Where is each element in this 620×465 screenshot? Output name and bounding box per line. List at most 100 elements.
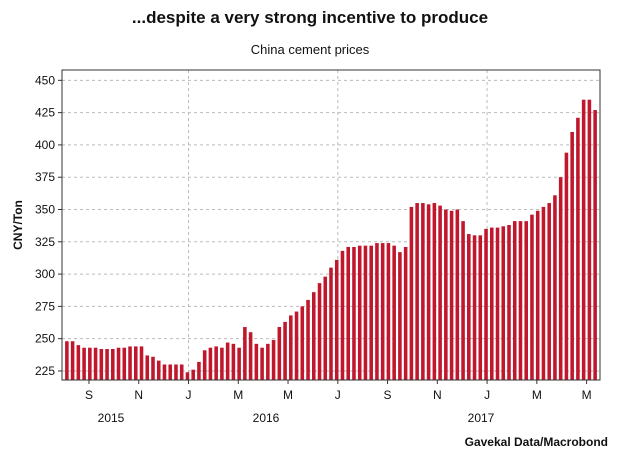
y-axis-label: CNY/Ton [11,200,25,250]
y-tick-label: 425 [35,106,55,120]
plot-frame [61,69,601,381]
x-year-label: 2017 [468,411,495,425]
y-tick-label: 250 [35,332,55,346]
bar [409,206,414,380]
bar [306,299,310,380]
bar [553,195,557,380]
bar [380,243,385,380]
x-year-label: 2015 [98,411,125,425]
bar [122,347,127,380]
bar [82,347,86,380]
y-tick-label: 375 [35,170,55,184]
bar [214,346,218,380]
bar [547,203,551,380]
bar [334,259,339,380]
bar [541,206,546,380]
bar [300,306,305,380]
bar [128,346,132,380]
bar [375,243,379,380]
x-tick-label: J [335,388,341,402]
bar [271,339,276,380]
x-tick-label: S [384,388,392,402]
bar [283,321,287,380]
chart-title: ...despite a very strong incentive to pr… [131,8,489,27]
bar [524,221,529,380]
bar [254,343,259,380]
bar [484,228,488,380]
bar [576,117,580,381]
bar [289,315,293,380]
x-tick-label: M [532,388,542,402]
bar [225,342,230,380]
bar [512,221,517,380]
bar [294,311,299,380]
y-tick-label: 225 [35,364,55,378]
y-tick-label: 300 [35,267,55,281]
bar [145,355,150,380]
bar [489,227,494,380]
bar [191,369,195,380]
bar [455,209,460,380]
y-tick-label: 325 [35,235,55,249]
bar [111,349,115,380]
bar [151,356,155,380]
bar [88,347,92,380]
bar [329,267,333,380]
bar [581,99,586,380]
bar [323,276,328,380]
bar [432,203,437,380]
bar [495,227,500,380]
bar [593,110,597,381]
source-note: Gavekal Data/Macrobond [464,435,608,449]
y-tick-label: 350 [35,203,55,217]
bar [311,292,316,380]
bar [231,343,236,380]
bar [260,347,264,380]
bar [472,235,477,380]
bar [449,210,454,380]
bar [93,347,98,380]
bar [185,372,190,380]
bar [99,349,104,380]
y-tick-label: 275 [35,299,55,313]
x-tick-label: J [186,388,192,402]
bar [179,364,184,380]
bar [587,99,592,380]
bar [426,204,431,380]
bar [76,345,81,380]
x-tick-label: J [484,388,490,402]
bar [65,341,69,380]
bar [478,235,483,380]
bar [392,245,396,380]
bar [415,203,419,380]
bar [444,209,448,380]
bar [317,283,322,380]
bar [243,327,247,380]
bar [507,225,511,380]
bar [386,243,391,380]
x-tick-label: M [582,388,592,402]
bar [403,246,408,380]
bar [266,343,270,380]
bar [116,347,121,380]
bar [237,347,241,380]
chart-subtitle: China cement prices [250,42,370,57]
bar [369,245,373,380]
bar [564,152,569,380]
bar [208,347,213,380]
bar [346,246,351,380]
bar [133,346,138,380]
bar [202,350,207,380]
bar [363,245,368,380]
bar [352,246,356,380]
bar [105,349,109,380]
x-tick-label: M [283,388,293,402]
bar [570,132,574,380]
bar [174,364,178,380]
bar [220,347,224,380]
bar [168,364,173,380]
bar [558,177,563,380]
x-tick-label: S [85,388,93,402]
bar [461,221,465,380]
